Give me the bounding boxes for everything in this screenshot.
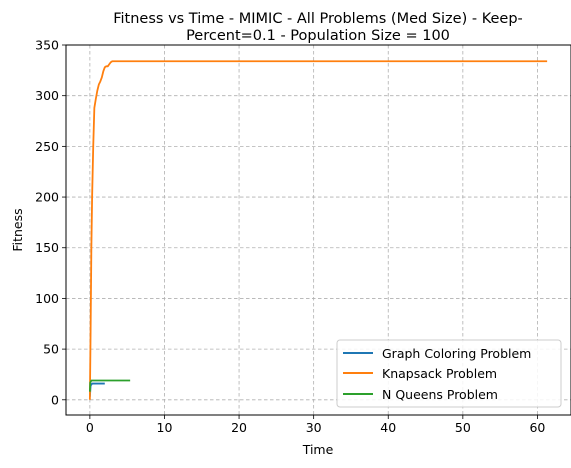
legend-box — [336, 339, 562, 408]
y-tick-label: 250 — [35, 139, 59, 154]
series-graph-coloring-line — [88, 382, 105, 397]
plot-frame — [65, 44, 571, 416]
y-tick-label: 100 — [35, 291, 59, 306]
x-tick-label: 40 — [380, 420, 396, 435]
y-tick-label: 0 — [51, 392, 59, 407]
legend: Graph Coloring Problem Knapsack Problem … — [336, 339, 562, 408]
plot-series — [88, 60, 548, 400]
series-knapsack-line — [88, 60, 548, 400]
x-tick-label: 50 — [455, 420, 471, 435]
y-tick-label: 150 — [35, 240, 59, 255]
legend-label-graph-coloring: Graph Coloring Problem — [382, 346, 531, 361]
x-tick-label: 0 — [86, 420, 94, 435]
series-n-queens-line — [88, 379, 131, 392]
y-tick-label: 200 — [35, 190, 59, 205]
x-tick-label: 20 — [231, 420, 247, 435]
axis-ticks: 0 10 20 30 40 50 60 0 50 100 150 200 250 300 350 — [35, 38, 545, 436]
y-tick-label: 50 — [43, 342, 59, 357]
y-tick-label: 300 — [35, 88, 59, 103]
x-tick-label: 10 — [157, 420, 173, 435]
y-axis-label: Fitness — [10, 208, 25, 251]
chart-title-line2: Percent=0.1 - Population Size = 100 — [186, 28, 450, 44]
legend-label-knapsack: Knapsack Problem — [382, 366, 497, 381]
x-axis-label: Time — [302, 442, 334, 457]
x-tick-label: 60 — [529, 420, 545, 435]
legend-label-n-queens: N Queens Problem — [382, 387, 498, 402]
chart-title-line1: Fitness vs Time - MIMIC - All Problems (… — [113, 11, 523, 27]
y-tick-label: 350 — [35, 38, 59, 53]
x-tick-label: 30 — [306, 420, 322, 435]
